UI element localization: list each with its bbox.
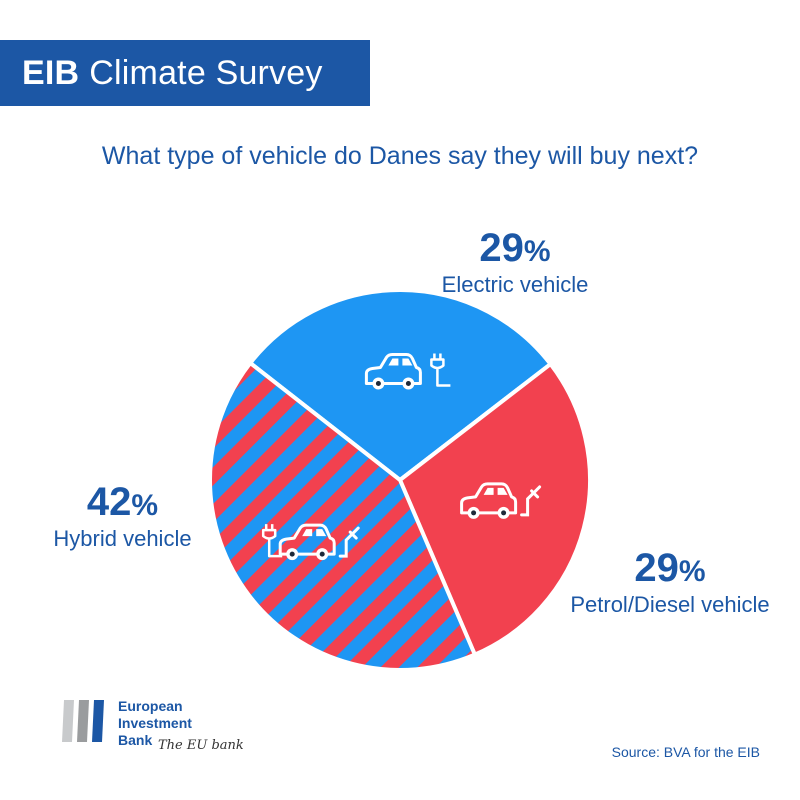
petrol-percent-value: 29	[634, 546, 679, 590]
pie-slice-electric	[248, 288, 553, 482]
pie-slice-petrol	[398, 362, 592, 657]
car-with-plug-and-fuel-nozzle-icon	[261, 523, 360, 562]
eib-logo-bars-icon	[62, 700, 104, 742]
logo-line-2: Investment	[118, 715, 192, 731]
electric-percent-symbol: %	[523, 235, 551, 268]
chart-question: What type of vehicle do Danes say they w…	[101, 142, 699, 170]
eib-logo-tagline: The EU bank	[158, 738, 244, 753]
header-title-rest: Climate Survey	[89, 53, 323, 92]
label-electric: 29% Electric vehicle	[430, 228, 600, 298]
petrol-name: Petrol/Diesel vehicle	[570, 592, 770, 617]
logo-line-1: European	[118, 698, 183, 714]
pie-slice-hybrid	[208, 361, 477, 672]
eib-logo-text: European Investment Bank	[118, 698, 238, 749]
petrol-percent-symbol: %	[678, 555, 706, 588]
hybrid-percent: 42%	[40, 482, 205, 522]
label-hybrid: 42% Hybrid vehicle	[40, 482, 205, 552]
hybrid-percent-value: 42	[86, 480, 132, 524]
petrol-percent: 29%	[570, 548, 770, 588]
electric-percent-value: 29	[479, 226, 524, 270]
header-title-strong: EIB	[22, 53, 80, 92]
logo-line-3: Bank	[118, 732, 153, 748]
hybrid-percent-symbol: %	[131, 489, 159, 522]
source-note: Source: BVA for the EIB	[611, 744, 760, 760]
electric-name: Electric vehicle	[441, 272, 589, 297]
survey-header: EIB Climate Survey	[0, 40, 370, 106]
car-with-plug-icon	[364, 353, 451, 391]
electric-percent: 29%	[430, 228, 600, 268]
label-petrol: 29% Petrol/Diesel vehicle	[570, 548, 770, 618]
hybrid-name: Hybrid vehicle	[53, 526, 192, 551]
car-with-fuel-nozzle-icon	[460, 482, 542, 521]
